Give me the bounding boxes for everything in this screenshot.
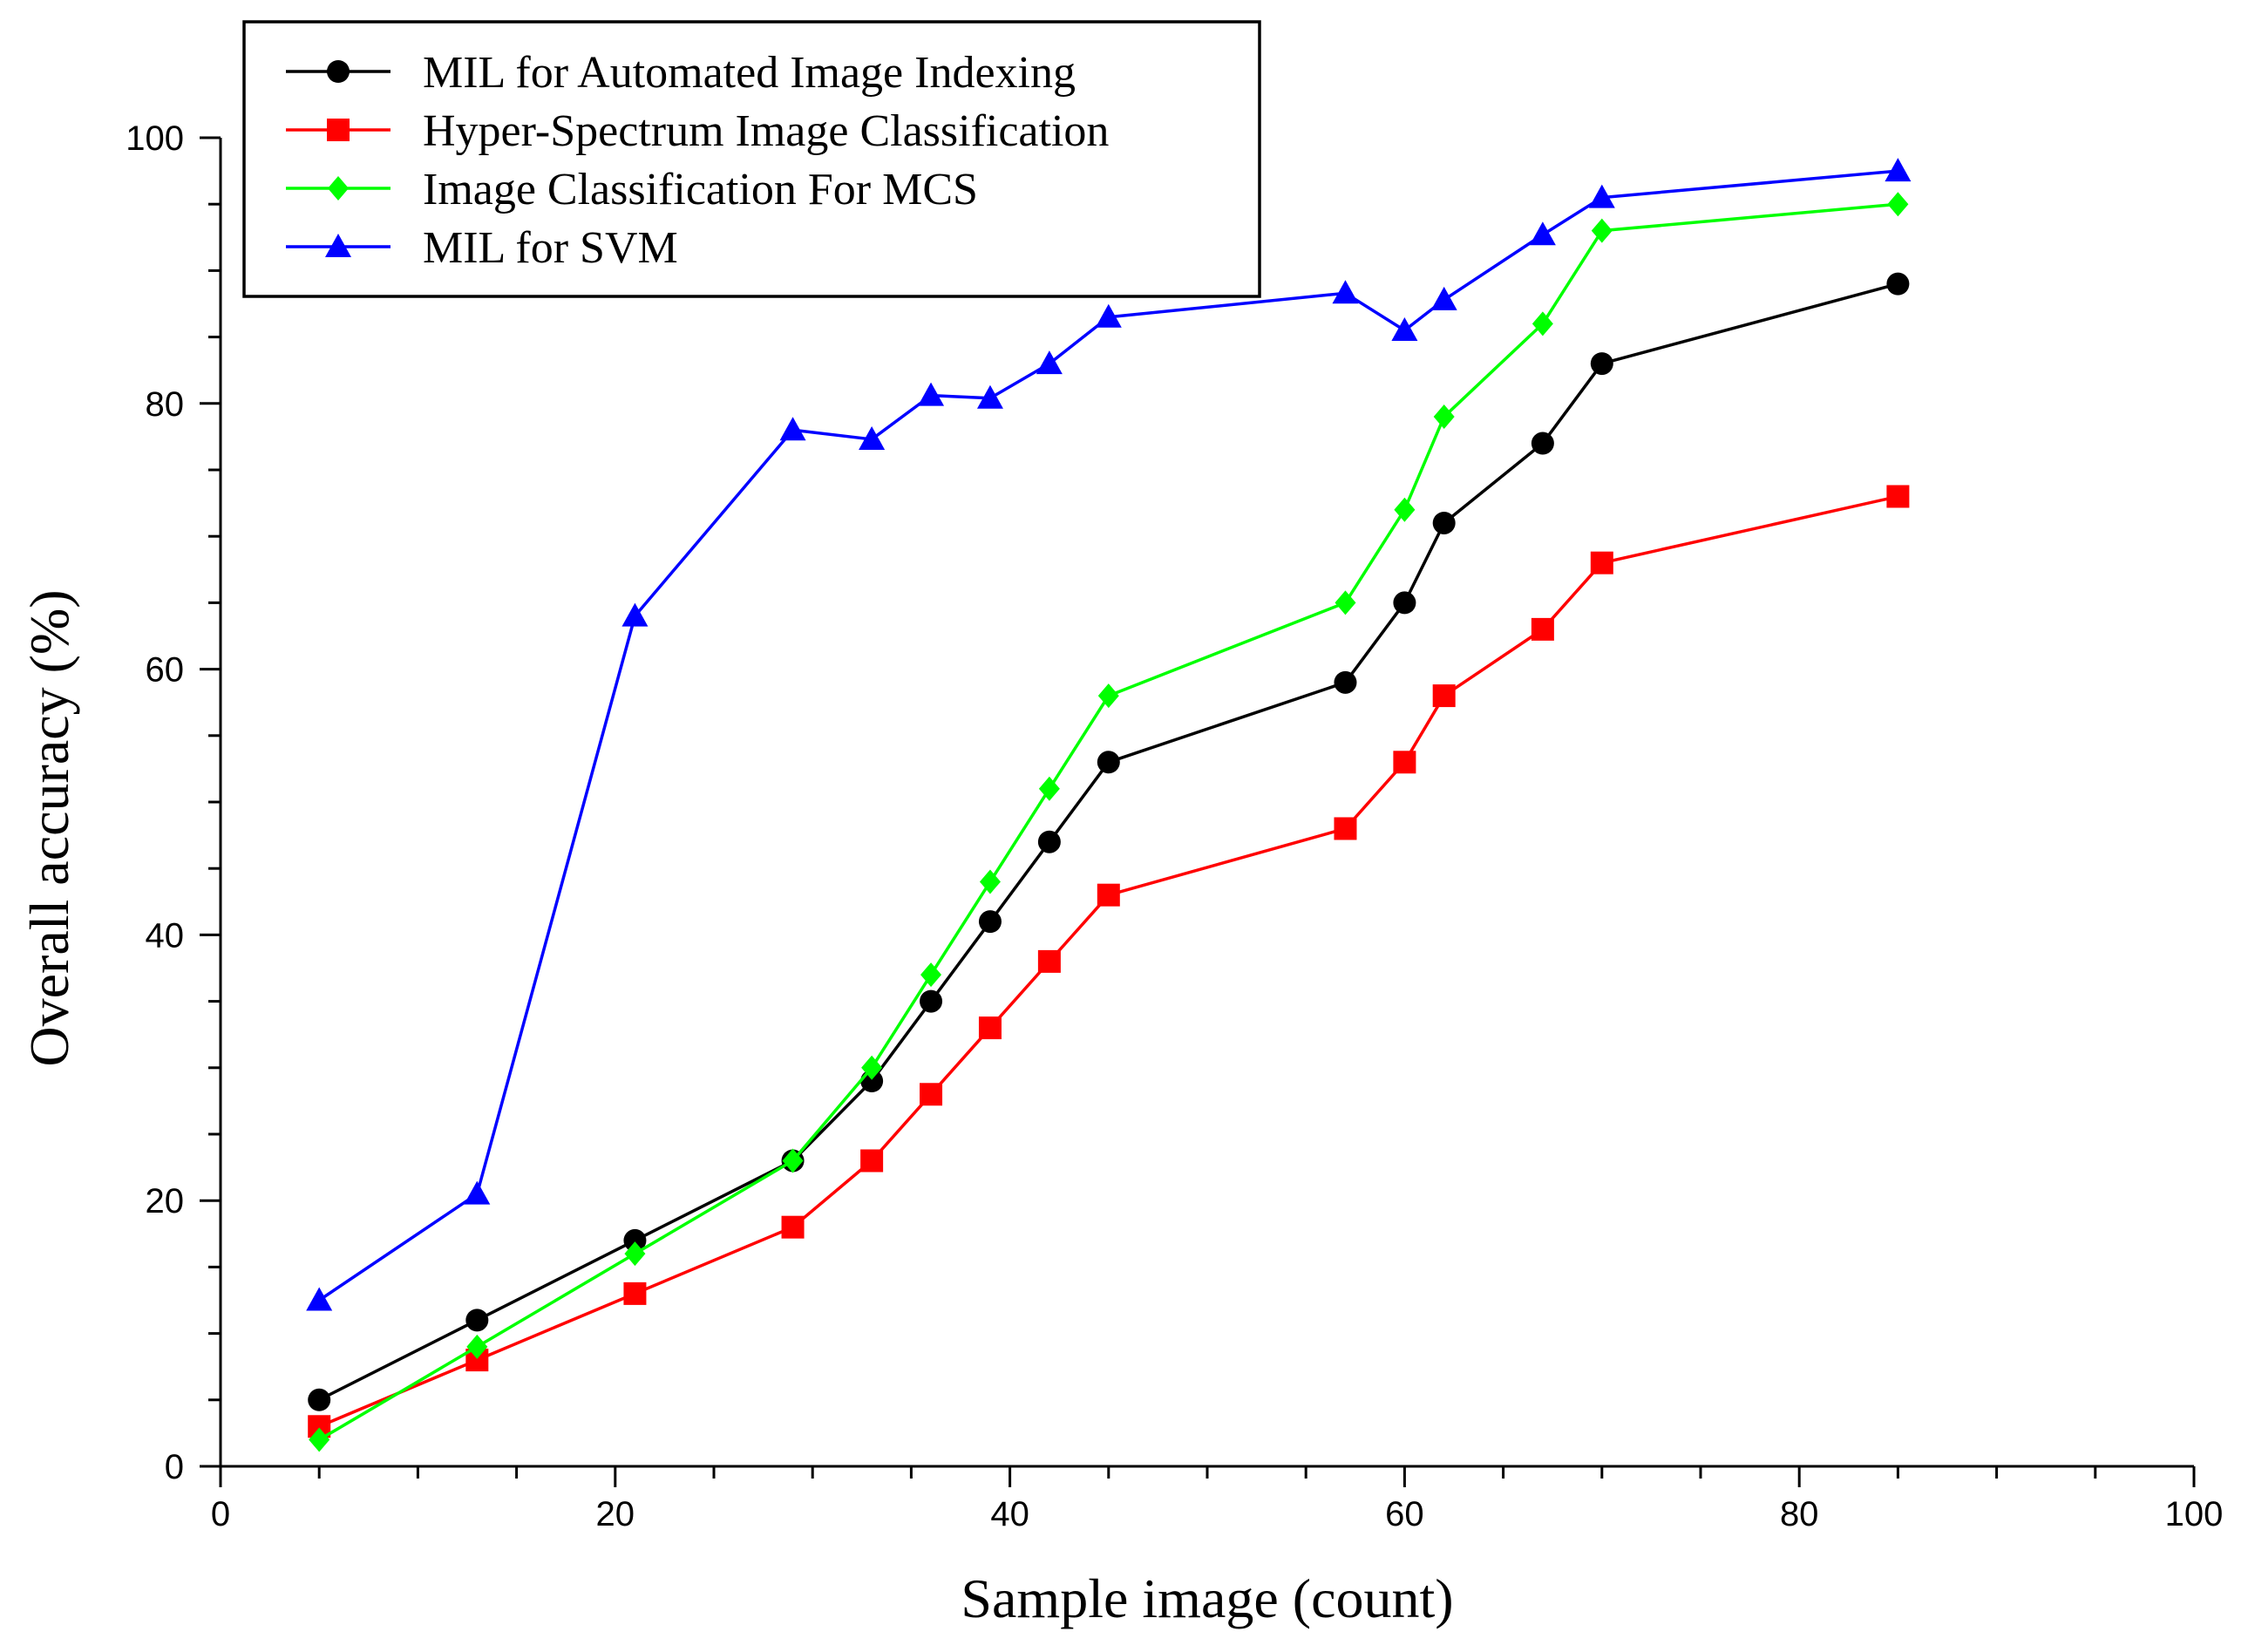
data-point [1886,485,1909,507]
data-point [308,1389,330,1411]
x-tick-label: 100 [2165,1495,2224,1533]
series-line [319,204,1898,1439]
y-tick-label: 80 [146,385,185,424]
data-point [979,1016,1002,1039]
series-line [319,171,1898,1300]
data-point [1393,591,1416,614]
legend-label: Hyper-Spectrum Image Classification [423,106,1109,156]
axes: 0 20 40 60 80 100 0 20 40 60 80 100 Sample image (co… [18,119,2223,1629]
legend-label: MIL for SVM [423,223,678,273]
data-point [1433,684,1456,707]
data-point [1592,219,1613,243]
data-point [1531,432,1554,455]
data-point [464,1181,490,1205]
data-point [1885,158,1911,181]
data-point [1391,317,1417,341]
data-point [920,1083,942,1105]
data-point [1394,498,1415,522]
series-image-classification-for-mcs [309,192,1908,1451]
data-point [1393,751,1416,773]
data-point [1334,817,1356,840]
data-point [1335,590,1355,615]
data-point [1038,831,1061,853]
y-axis-title: Overall accuracy (%) [18,589,80,1066]
data-point [1039,777,1060,801]
y-tick-label: 0 [165,1448,184,1486]
data-point [1591,352,1613,375]
data-point [782,1216,805,1239]
data-point [980,869,1001,894]
data-point [780,417,806,440]
chart-canvas: 0 20 40 60 80 100 0 20 40 60 80 100 Sample image (co… [0,0,2248,1652]
x-tick-label: 60 [1385,1495,1424,1533]
data-point [1887,192,1908,216]
y-tick-label: 60 [146,651,185,690]
data-point [1036,350,1063,374]
data-point [979,910,1002,933]
data-point [306,1288,332,1311]
y-tick-label: 40 [146,916,185,955]
data-point [623,1282,646,1305]
data-point [918,383,944,406]
series-line [319,284,1898,1400]
data-point [1433,512,1456,534]
data-point [1332,280,1358,303]
data-point [1886,273,1909,296]
data-point [465,1309,488,1331]
legend-label: Image Classification For MCS [423,165,978,214]
legend-label: MIL for Automated Image Indexing [423,48,1076,98]
data-point [1530,221,1556,245]
data-point [1431,287,1457,310]
x-axis-title: Sample image (count) [961,1567,1453,1629]
data-point [1097,884,1120,907]
x-tick-label: 40 [990,1495,1029,1533]
data-point [1531,618,1554,641]
legend-marker [327,119,350,141]
data-point [860,1149,883,1172]
data-point [1038,950,1061,973]
series-line [319,496,1898,1426]
line-chart: 0 20 40 60 80 100 0 20 40 60 80 100 Sample image (co… [0,0,2248,1652]
y-tick-label: 20 [146,1182,185,1220]
legend: MIL for Automated Image Indexing Hyper-Sp… [244,22,1260,296]
data-point [920,962,941,987]
x-tick-label: 20 [596,1495,635,1533]
legend-marker [327,60,350,83]
data-point [1591,552,1613,574]
data-point [1334,671,1356,694]
series-mil-for-svm [306,158,1911,1310]
x-tick-label: 0 [211,1495,230,1533]
series-hyper-spectrum-image-classification [308,485,1909,1438]
series-mil-for-automated-image-indexing [308,273,1909,1411]
series-layer [306,158,1911,1451]
data-point [1097,751,1120,773]
x-tick-label: 80 [1780,1495,1819,1533]
y-tick-label: 100 [126,119,184,158]
data-point [1098,683,1119,708]
data-point [920,990,942,1013]
